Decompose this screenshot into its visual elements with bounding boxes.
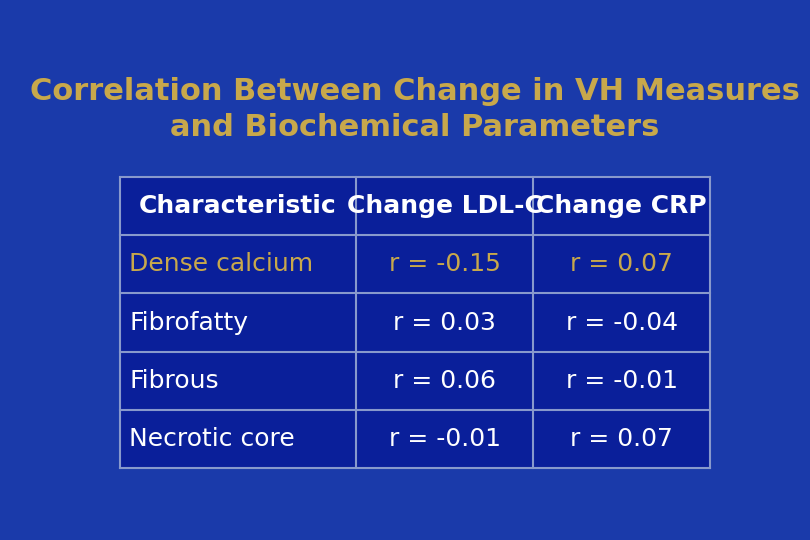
Text: Dense calcium: Dense calcium <box>130 252 313 276</box>
Text: r = -0.15: r = -0.15 <box>389 252 501 276</box>
Text: r = -0.01: r = -0.01 <box>565 369 678 393</box>
Text: Fibrous: Fibrous <box>130 369 220 393</box>
Text: Necrotic core: Necrotic core <box>130 427 296 451</box>
Bar <box>120 177 710 468</box>
Text: Fibrofatty: Fibrofatty <box>130 310 249 335</box>
Text: r = -0.01: r = -0.01 <box>389 427 501 451</box>
Text: Change CRP: Change CRP <box>536 194 707 218</box>
Text: Correlation Between Change in VH Measures
and Biochemical Parameters: Correlation Between Change in VH Measure… <box>30 77 800 142</box>
Text: r = 0.03: r = 0.03 <box>393 310 496 335</box>
Text: Characteristic: Characteristic <box>139 194 337 218</box>
Text: Change LDL-C: Change LDL-C <box>347 194 543 218</box>
Text: r = 0.06: r = 0.06 <box>393 369 497 393</box>
Text: r = 0.07: r = 0.07 <box>570 427 673 451</box>
Text: r = -0.04: r = -0.04 <box>565 310 678 335</box>
Text: r = 0.07: r = 0.07 <box>570 252 673 276</box>
